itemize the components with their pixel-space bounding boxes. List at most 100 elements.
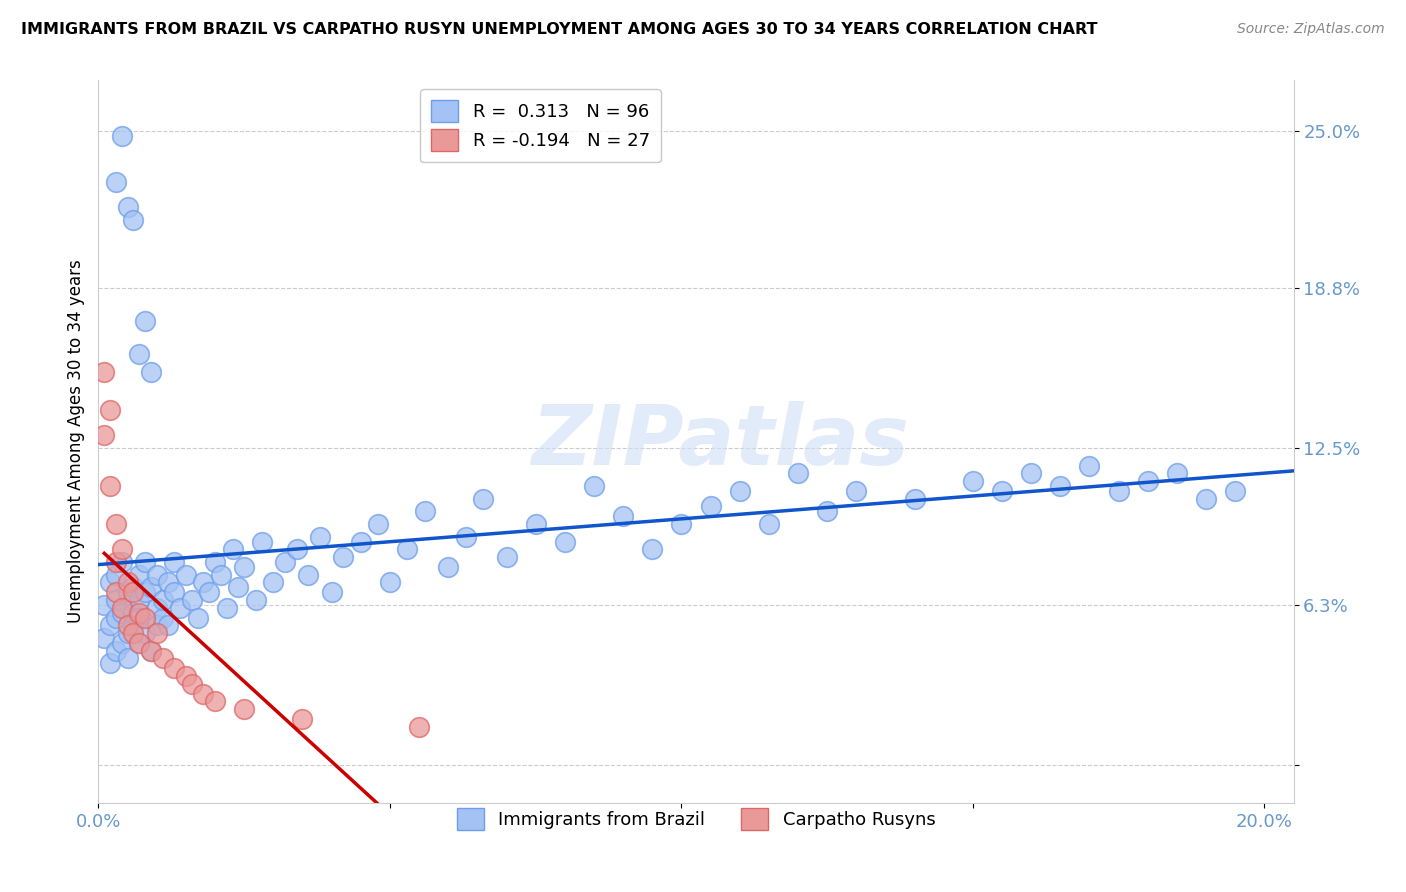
Point <box>193 575 215 590</box>
Point <box>104 555 127 569</box>
Point <box>98 402 121 417</box>
Point <box>128 636 150 650</box>
Point <box>104 175 127 189</box>
Point <box>104 643 127 657</box>
Point <box>134 314 156 328</box>
Point <box>233 560 256 574</box>
Point <box>139 365 162 379</box>
Point <box>245 593 267 607</box>
Point <box>321 585 343 599</box>
Point <box>104 593 127 607</box>
Point <box>139 643 162 657</box>
Point <box>209 567 232 582</box>
Point <box>367 516 389 531</box>
Point <box>758 516 780 531</box>
Text: Source: ZipAtlas.com: Source: ZipAtlas.com <box>1237 22 1385 37</box>
Point <box>454 530 477 544</box>
Point <box>495 549 517 564</box>
Point <box>285 542 308 557</box>
Point <box>250 534 273 549</box>
Point <box>309 530 332 544</box>
Y-axis label: Unemployment Among Ages 30 to 34 years: Unemployment Among Ages 30 to 34 years <box>66 260 84 624</box>
Point <box>221 542 243 557</box>
Point <box>524 516 547 531</box>
Point <box>728 483 751 498</box>
Point <box>233 702 256 716</box>
Point <box>104 567 127 582</box>
Point <box>845 483 868 498</box>
Point <box>163 555 186 569</box>
Point <box>111 606 134 620</box>
Point <box>378 575 401 590</box>
Point <box>145 626 167 640</box>
Point <box>93 598 115 612</box>
Point <box>139 580 162 594</box>
Point <box>134 585 156 599</box>
Point <box>117 575 139 590</box>
Point <box>163 585 186 599</box>
Point <box>582 479 605 493</box>
Point <box>1195 491 1218 506</box>
Point <box>163 661 186 675</box>
Point <box>787 467 810 481</box>
Point <box>350 534 373 549</box>
Point <box>641 542 664 557</box>
Point <box>98 618 121 632</box>
Point <box>174 669 197 683</box>
Point <box>612 509 634 524</box>
Point <box>1136 474 1159 488</box>
Point <box>93 428 115 442</box>
Legend: Immigrants from Brazil, Carpatho Rusyns: Immigrants from Brazil, Carpatho Rusyns <box>450 801 942 837</box>
Point <box>122 580 145 594</box>
Point <box>145 618 167 632</box>
Point <box>128 636 150 650</box>
Point <box>152 593 174 607</box>
Point <box>93 365 115 379</box>
Point <box>152 651 174 665</box>
Point <box>134 555 156 569</box>
Point <box>228 580 250 594</box>
Point <box>174 567 197 582</box>
Point <box>297 567 319 582</box>
Point <box>117 200 139 214</box>
Point <box>903 491 925 506</box>
Point <box>699 499 721 513</box>
Point <box>111 542 134 557</box>
Point <box>198 585 221 599</box>
Point <box>139 643 162 657</box>
Text: ZIPatlas: ZIPatlas <box>531 401 908 482</box>
Point <box>145 600 167 615</box>
Point <box>122 626 145 640</box>
Point <box>180 676 202 690</box>
Point <box>186 611 208 625</box>
Point <box>204 555 226 569</box>
Point <box>291 712 314 726</box>
Point <box>145 567 167 582</box>
Point <box>1225 483 1247 498</box>
Point <box>128 593 150 607</box>
Point <box>1019 467 1042 481</box>
Point <box>472 491 495 506</box>
Point <box>128 606 150 620</box>
Point <box>98 479 121 493</box>
Point <box>128 611 150 625</box>
Point <box>204 694 226 708</box>
Point <box>1078 458 1101 473</box>
Point <box>815 504 838 518</box>
Point <box>1049 479 1071 493</box>
Point <box>122 606 145 620</box>
Point <box>104 611 127 625</box>
Point <box>193 687 215 701</box>
Text: IMMIGRANTS FROM BRAZIL VS CARPATHO RUSYN UNEMPLOYMENT AMONG AGES 30 TO 34 YEARS : IMMIGRANTS FROM BRAZIL VS CARPATHO RUSYN… <box>21 22 1098 37</box>
Point <box>111 129 134 144</box>
Point <box>122 212 145 227</box>
Point <box>332 549 354 564</box>
Point <box>111 600 134 615</box>
Point <box>104 516 127 531</box>
Point <box>1166 467 1188 481</box>
Point <box>671 516 693 531</box>
Point <box>111 555 134 569</box>
Point <box>98 575 121 590</box>
Point <box>134 626 156 640</box>
Point <box>408 720 430 734</box>
